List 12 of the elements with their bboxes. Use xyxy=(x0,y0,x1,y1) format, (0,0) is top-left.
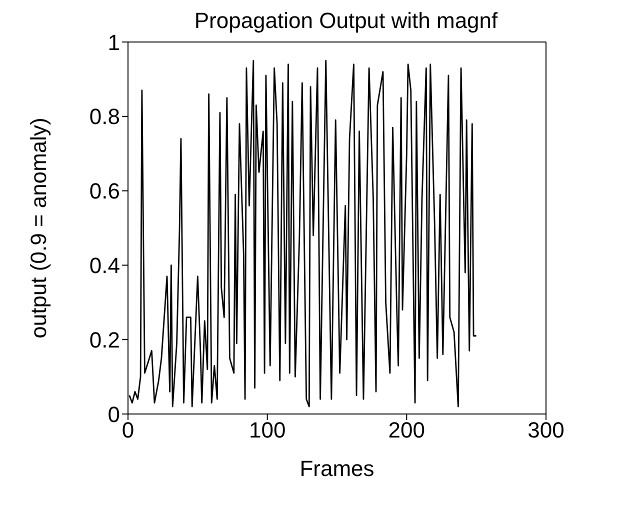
x-axis-title: Frames xyxy=(300,456,374,481)
y-tick-label: 0 xyxy=(108,402,120,427)
y-tick-label: 0.8 xyxy=(89,104,120,130)
chart-title: Propagation Output with magnf xyxy=(194,8,498,33)
x-tick-label: 300 xyxy=(528,418,564,443)
y-axis-title: output (0.9 = anomaly) xyxy=(26,118,51,338)
y-tick-label: 0.4 xyxy=(89,253,120,278)
x-tick-label: 100 xyxy=(248,418,286,443)
x-tick-label: 200 xyxy=(388,418,426,443)
y-tick-label: 0.6 xyxy=(89,178,120,204)
y-tick-label: 1 xyxy=(108,30,120,55)
y-tick-label: 0.2 xyxy=(89,327,120,352)
